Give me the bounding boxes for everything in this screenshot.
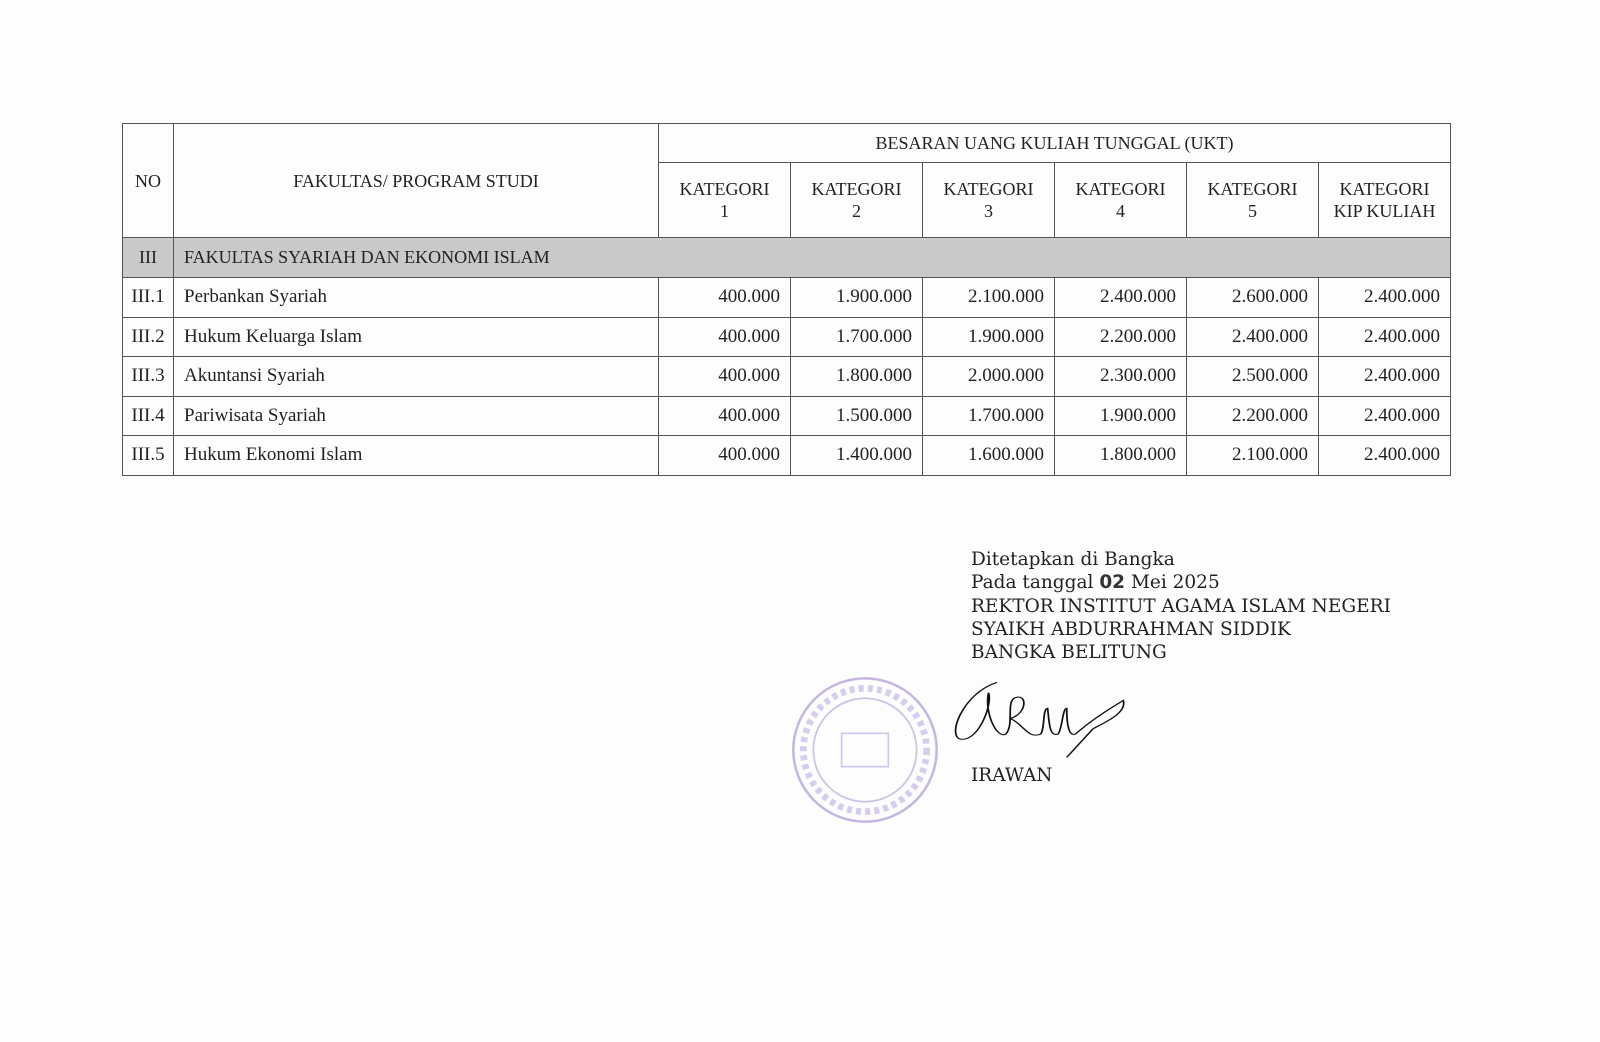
row-no: III.3: [122, 356, 174, 397]
ukt-value: 2.500.000: [1186, 356, 1319, 397]
title-line-3: BANGKA BELITUNG: [971, 642, 1167, 664]
row-no: III.4: [122, 395, 174, 436]
header-category-4: KATEGORI 4: [1054, 162, 1187, 238]
header-category-1: KATEGORI 1: [658, 162, 791, 238]
date-suffix: Mei 2025: [1130, 572, 1220, 594]
row-no: III.5: [122, 435, 174, 476]
ukt-value: 1.400.000: [790, 435, 923, 476]
section-row: III FAKULTAS SYARIAH DAN EKONOMI ISLAM: [122, 237, 1451, 278]
ukt-value: 2.100.000: [922, 277, 1055, 318]
table-row: III.2 Hukum Keluarga Islam 400.000 1.700.00…: [122, 316, 1451, 357]
category-label: KATEGORI: [1207, 179, 1298, 199]
handwritten-signature: [954, 681, 1125, 758]
header-program: FAKULTAS/ PROGRAM STUDI: [173, 123, 659, 238]
program-name: Hukum Ekonomi Islam: [173, 435, 659, 476]
category-label: KATEGORI: [679, 179, 770, 199]
row-no: III.2: [122, 316, 174, 357]
category-label: KATEGORI: [811, 179, 902, 199]
title-line-1: REKTOR INSTITUT AGAMA ISLAM NEGERI: [971, 595, 1391, 617]
ukt-value: 2.400.000: [1054, 277, 1187, 318]
date-line: Pada tanggal 02 Mei 2025: [971, 571, 1391, 594]
header-category-2: KATEGORI 2: [790, 162, 923, 238]
category-number: 1: [720, 201, 729, 221]
signature-block: Ditetapkan di Bangka Pada tanggal 02 Mei…: [971, 548, 1391, 664]
ukt-value: 2.100.000: [1186, 435, 1319, 476]
signer-name: IRAWAN: [971, 765, 1053, 786]
date-prefix: Pada tanggal: [971, 572, 1094, 594]
ukt-value: 1.700.000: [922, 395, 1055, 436]
ukt-value: 1.900.000: [1054, 395, 1187, 436]
ukt-value: 2.200.000: [1186, 395, 1319, 436]
section-name: FAKULTAS SYARIAH DAN EKONOMI ISLAM: [173, 237, 1451, 278]
category-number: KIP KULIAH: [1333, 201, 1436, 221]
ukt-value: 1.800.000: [790, 356, 923, 397]
ukt-value: 2.400.000: [1318, 277, 1451, 318]
ukt-value: 400.000: [658, 316, 791, 357]
place-line: Ditetapkan di Bangka: [971, 549, 1175, 570]
ukt-value: 2.400.000: [1318, 435, 1451, 476]
ukt-table: NO FAKULTAS/ PROGRAM STUDI BESARAN UANG …: [122, 123, 1451, 476]
ukt-value: 1.900.000: [790, 277, 923, 318]
header-ukt-group: BESARAN UANG KULIAH TUNGGAL (UKT): [658, 123, 1451, 163]
header-category-6: KATEGORI KIP KULIAH: [1318, 162, 1451, 238]
category-number: 2: [852, 201, 861, 221]
ukt-value: 1.900.000: [922, 316, 1055, 357]
table-row: III.4 Pariwisata Syariah 400.000 1.500.000 1…: [122, 395, 1451, 436]
ukt-value: 400.000: [658, 395, 791, 436]
ukt-value: 1.700.000: [790, 316, 923, 357]
ukt-value: 1.500.000: [790, 395, 923, 436]
row-no: III.1: [122, 277, 174, 318]
date-day: 02: [1099, 572, 1126, 594]
ukt-value: 2.400.000: [1318, 395, 1451, 436]
ukt-value: 1.600.000: [922, 435, 1055, 476]
official-stamp: [792, 677, 938, 823]
table-row: III.3 Akuntansi Syariah 400.000 1.800.000 2.…: [122, 356, 1451, 397]
header-category-5: KATEGORI 5: [1186, 162, 1319, 238]
table-row: III.1 Perbankan Syariah 400.000 1.900.000 2.…: [122, 277, 1451, 318]
category-label: KATEGORI: [1075, 179, 1166, 199]
header-category-3: KATEGORI 3: [922, 162, 1055, 238]
ukt-value: 2.400.000: [1318, 316, 1451, 357]
ukt-value: 2.200.000: [1054, 316, 1187, 357]
program-name: Hukum Keluarga Islam: [173, 316, 659, 357]
program-name: Perbankan Syariah: [173, 277, 659, 318]
category-label: KATEGORI: [1339, 179, 1430, 199]
category-number: 4: [1116, 201, 1125, 221]
ukt-value: 400.000: [658, 277, 791, 318]
category-label: KATEGORI: [943, 179, 1034, 199]
table-row: III.5 Hukum Ekonomi Islam 400.000 1.400.000…: [122, 435, 1451, 476]
ukt-value: 2.600.000: [1186, 277, 1319, 318]
ukt-value: 2.300.000: [1054, 356, 1187, 397]
category-number: 5: [1248, 201, 1257, 221]
header-no: NO: [122, 123, 174, 238]
ukt-value: 2.400.000: [1318, 356, 1451, 397]
ukt-value: 2.400.000: [1186, 316, 1319, 357]
program-name: Pariwisata Syariah: [173, 395, 659, 436]
category-number: 3: [984, 201, 993, 221]
section-no: III: [122, 237, 174, 278]
ukt-value: 2.000.000: [922, 356, 1055, 397]
program-name: Akuntansi Syariah: [173, 356, 659, 397]
ukt-value: 400.000: [658, 356, 791, 397]
title-line-2: SYAIKH ABDURRAHMAN SIDDIK: [971, 618, 1291, 640]
ukt-value: 400.000: [658, 435, 791, 476]
ukt-value: 1.800.000: [1054, 435, 1187, 476]
